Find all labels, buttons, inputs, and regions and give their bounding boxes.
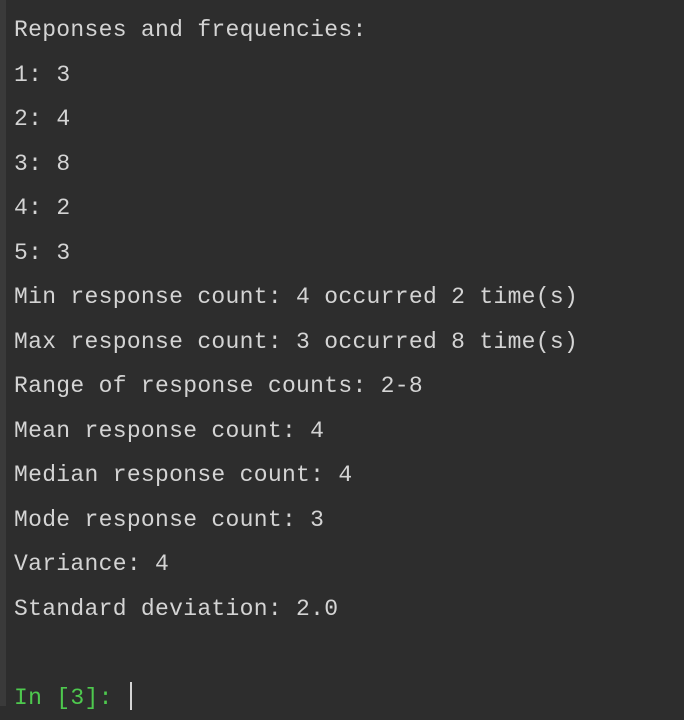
freq-label: 3 (14, 151, 28, 177)
frequency-row: 2: 4 (14, 97, 684, 142)
frequency-row: 3: 8 (14, 142, 684, 187)
prompt-label: In [3]: (14, 685, 127, 711)
max-response-line: Max response count: 3 occurred 8 time(s) (14, 320, 684, 365)
mode-line: Mode response count: 3 (14, 498, 684, 543)
freq-value: 3 (56, 62, 70, 88)
freq-value: 8 (56, 151, 70, 177)
mean-line: Mean response count: 4 (14, 409, 684, 454)
freq-value: 2 (56, 195, 70, 221)
freq-value: 4 (56, 106, 70, 132)
frequency-row: 4: 2 (14, 186, 684, 231)
blank-line (14, 631, 684, 676)
freq-value: 3 (56, 240, 70, 266)
output-header: Reponses and frequencies: (14, 8, 684, 53)
freq-label: 4 (14, 195, 28, 221)
min-response-line: Min response count: 4 occurred 2 time(s) (14, 275, 684, 320)
median-line: Median response count: 4 (14, 453, 684, 498)
freq-label: 2 (14, 106, 28, 132)
variance-line: Variance: 4 (14, 542, 684, 587)
input-prompt-line[interactable]: In [3]: (14, 676, 684, 720)
editor-gutter (0, 0, 6, 706)
range-line: Range of response counts: 2-8 (14, 364, 684, 409)
freq-label: 1 (14, 62, 28, 88)
terminal-output-area: Reponses and frequencies: 1: 3 2: 4 3: 8… (0, 0, 684, 720)
frequency-row: 1: 3 (14, 53, 684, 98)
stddev-line: Standard deviation: 2.0 (14, 587, 684, 632)
frequency-row: 5: 3 (14, 231, 684, 276)
freq-label: 5 (14, 240, 28, 266)
